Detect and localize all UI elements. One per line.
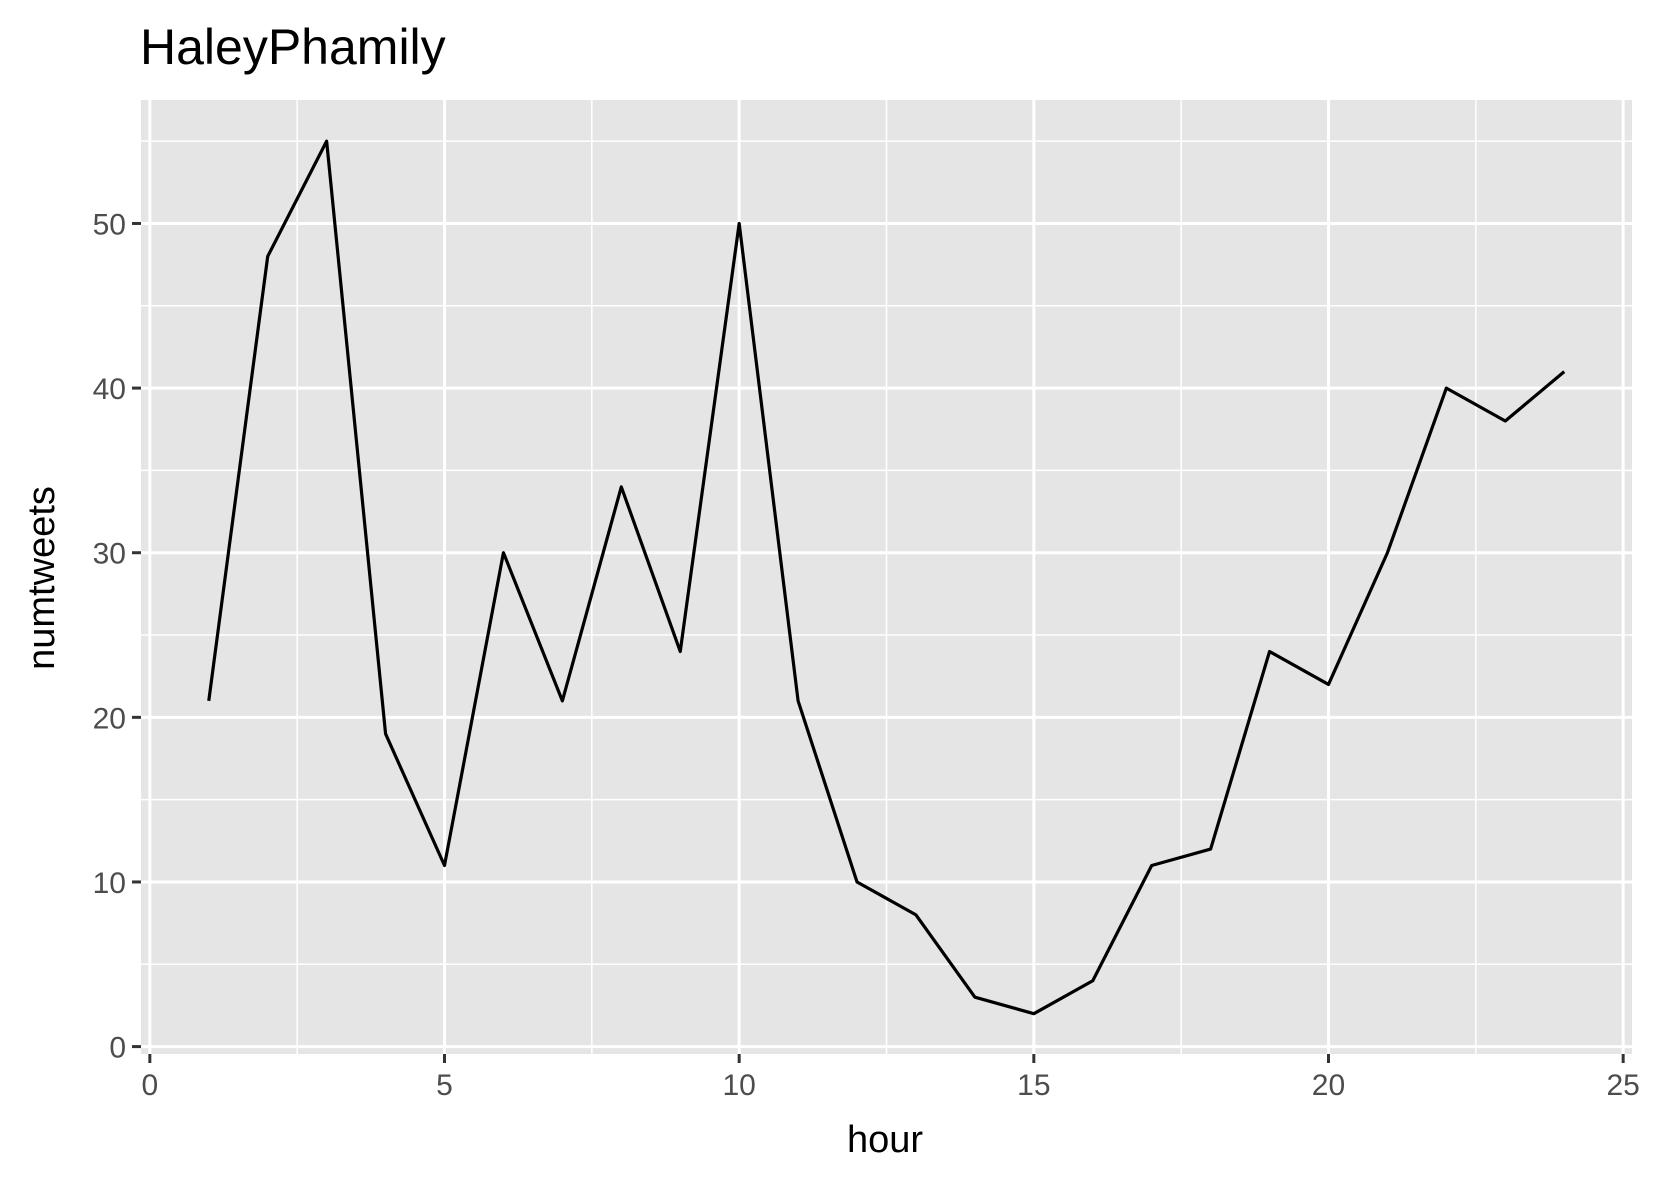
y-tick-label: 40 <box>93 373 126 406</box>
y-axis-title: numtweets <box>21 486 63 670</box>
y-tick-label: 20 <box>93 702 126 735</box>
x-tick-label: 5 <box>436 1069 453 1102</box>
y-tick-label: 30 <box>93 538 126 571</box>
x-tick-label: 20 <box>1312 1069 1345 1102</box>
y-tick-label: 0 <box>109 1032 126 1065</box>
x-tick-label: 25 <box>1606 1069 1639 1102</box>
y-axis: 0 10 20 30 40 50 <box>93 208 141 1064</box>
chart-title: HaleyPhamily <box>140 19 446 75</box>
y-tick-label: 10 <box>93 867 126 900</box>
x-tick-label: 10 <box>722 1069 755 1102</box>
x-tick-label: 0 <box>141 1069 158 1102</box>
x-tick-label: 15 <box>1017 1069 1050 1102</box>
x-axis: 0 5 10 15 20 25 <box>141 1054 1639 1102</box>
y-tick-label: 50 <box>93 208 126 241</box>
x-axis-title: hour <box>847 1119 923 1161</box>
